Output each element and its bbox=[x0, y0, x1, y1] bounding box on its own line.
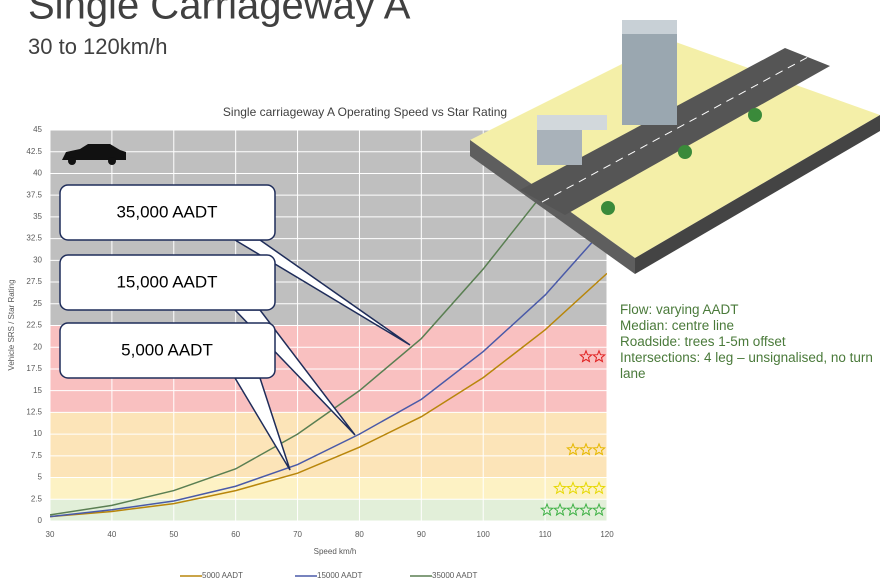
y-tick-label: 7.5 bbox=[31, 451, 43, 460]
callout-box bbox=[59, 254, 276, 311]
callout-label: 35,000 AADT bbox=[116, 202, 217, 221]
y-axis-label: Vehicle SRS / Star Rating bbox=[7, 279, 16, 370]
legend-label: 5000 AADT bbox=[202, 571, 243, 580]
line-series bbox=[50, 225, 607, 518]
callout-box bbox=[59, 322, 276, 379]
y-tick-label: 30 bbox=[33, 255, 42, 264]
car-wheel bbox=[68, 157, 76, 165]
slide-subtitle: 30 to 120km/h bbox=[28, 34, 167, 59]
road-illustration bbox=[470, 20, 880, 274]
x-tick-label: 40 bbox=[107, 530, 116, 539]
star-icon bbox=[579, 349, 593, 363]
star-icon bbox=[553, 502, 567, 517]
x-tick-label: 30 bbox=[46, 530, 55, 539]
y-tick-label: 2.5 bbox=[31, 494, 43, 503]
band bbox=[50, 499, 607, 521]
star-icon bbox=[579, 502, 593, 517]
x-tick-label: 70 bbox=[293, 530, 302, 539]
line-series bbox=[50, 130, 590, 516]
y-tick-label: 15 bbox=[33, 386, 42, 395]
x-tick-label: 90 bbox=[417, 530, 426, 539]
x-tick-label: 50 bbox=[169, 530, 178, 539]
car-icon bbox=[62, 144, 126, 160]
star-icon bbox=[566, 481, 580, 495]
star-icon bbox=[592, 349, 606, 363]
x-tick-label: 60 bbox=[231, 530, 240, 539]
info-line: Roadside: trees 1-5m offset bbox=[620, 334, 786, 349]
callout-label: 15,000 AADT bbox=[116, 272, 217, 291]
x-axis-label: Speed km/h bbox=[314, 547, 357, 556]
y-tick-label: 32.5 bbox=[26, 234, 42, 243]
y-tick-label: 37.5 bbox=[26, 190, 42, 199]
info-panel: Flow: varying AADT Median: centre line Roa… bbox=[620, 302, 878, 382]
line-series bbox=[50, 272, 607, 518]
callout-box bbox=[59, 184, 276, 241]
y-tick-label: 5 bbox=[38, 473, 43, 482]
legend-label: 15000 AADT bbox=[317, 571, 362, 580]
star-icon bbox=[579, 442, 593, 456]
y-tick-label: 25 bbox=[33, 299, 42, 308]
y-tick-label: 22.5 bbox=[26, 321, 42, 330]
star-icon bbox=[592, 481, 606, 495]
y-tick-label: 0 bbox=[38, 516, 43, 525]
band bbox=[50, 412, 607, 478]
star-icon bbox=[553, 481, 567, 495]
y-tick-label: 17.5 bbox=[26, 364, 42, 373]
y-tick-label: 42.5 bbox=[26, 147, 42, 156]
legend-label: 35000 AADT bbox=[432, 571, 477, 580]
star-icon bbox=[566, 502, 580, 517]
star-icon bbox=[566, 442, 580, 456]
info-line: Intersections: 4 leg – unsignalised, no … bbox=[620, 350, 873, 381]
slide-title: Single Carriageway A bbox=[28, 0, 411, 28]
chart-title: Single carriageway A Operating Speed vs … bbox=[223, 105, 507, 119]
x-tick-label: 120 bbox=[600, 530, 614, 539]
y-tick-label: 27.5 bbox=[26, 277, 42, 286]
y-tick-label: 45 bbox=[33, 125, 42, 134]
y-tick-label: 35 bbox=[33, 212, 42, 221]
band bbox=[50, 477, 607, 500]
info-line: Median: centre line bbox=[620, 318, 735, 333]
y-tick-label: 12.5 bbox=[26, 407, 42, 416]
info-line: Flow: varying AADT bbox=[620, 302, 739, 317]
y-tick-label: 40 bbox=[33, 169, 42, 178]
callout-label: 5,000 AADT bbox=[121, 340, 213, 359]
x-tick-label: 80 bbox=[355, 530, 364, 539]
car-wheel bbox=[108, 157, 116, 165]
y-tick-label: 10 bbox=[33, 429, 42, 438]
y-tick-label: 20 bbox=[33, 342, 42, 351]
star-icon bbox=[592, 442, 606, 456]
star-icon bbox=[592, 502, 606, 517]
star-icon bbox=[579, 481, 593, 495]
x-tick-label: 100 bbox=[477, 530, 491, 539]
x-tick-label: 110 bbox=[539, 530, 552, 539]
star-icon bbox=[540, 502, 554, 517]
